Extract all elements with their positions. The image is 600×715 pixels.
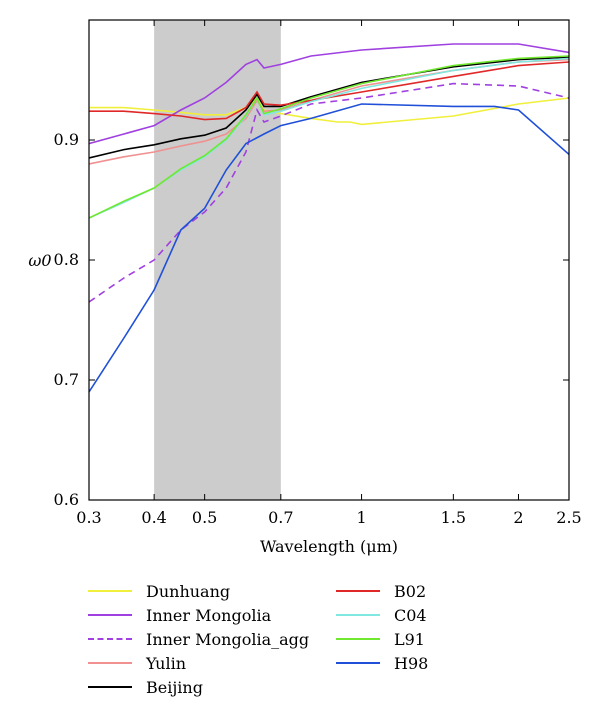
series-line-7 <box>89 55 569 219</box>
legend-label: B02 <box>394 581 427 601</box>
legend-swatch <box>336 662 380 664</box>
legend-item: L91 <box>336 629 425 649</box>
legend-item: Inner Mongolia_agg <box>88 629 309 649</box>
legend-item: Yulin <box>88 653 186 673</box>
legend-swatch <box>88 662 132 664</box>
legend-swatch <box>88 614 132 616</box>
legend-item: Inner Mongolia <box>88 605 271 625</box>
y-tick-label: 0.6 <box>54 490 79 509</box>
legend-swatch <box>88 686 132 688</box>
x-tick-label: 0.3 <box>76 508 101 527</box>
chart: 0.3 0.4 0.5 0.7 1 1.5 2 2.5 0.6 0.7 0.8 0.9 Wavelen… <box>28 19 582 556</box>
series-line-5 <box>89 61 569 121</box>
legend-swatch <box>88 590 132 592</box>
x-tick-label: 1.5 <box>441 508 466 527</box>
legend-swatch <box>336 614 380 616</box>
y-tick-label: 0.9 <box>54 130 79 149</box>
x-tick-label: 2.5 <box>556 508 581 527</box>
legend-swatch <box>88 638 132 640</box>
legend-swatch <box>336 590 380 592</box>
y-tick-label: 0.8 <box>54 250 79 269</box>
legend: Dunhuang Inner Mongolia Inner Mongolia_agg… <box>0 575 600 705</box>
x-axis-label: Wavelength (μm) <box>260 537 398 556</box>
x-tick-label: 0.5 <box>192 508 217 527</box>
x-tick-label: 0.7 <box>268 508 293 527</box>
legend-label: Yulin <box>146 653 187 673</box>
legend-label: L91 <box>394 629 425 649</box>
legend-item: C04 <box>336 605 427 625</box>
x-tick-label: 0.4 <box>141 508 166 527</box>
x-tick-label: 1 <box>356 508 366 527</box>
series-line-1 <box>89 43 569 145</box>
series-line-2 <box>89 82 569 303</box>
legend-swatch <box>336 638 380 640</box>
legend-label: Inner Mongolia <box>146 605 272 625</box>
legend-label: C04 <box>394 605 427 625</box>
legend-item: B02 <box>336 581 426 601</box>
shaded-band <box>154 20 281 500</box>
series-line-8 <box>89 103 569 393</box>
legend-label: H98 <box>394 653 429 673</box>
legend-label: Inner Mongolia_agg <box>146 629 310 649</box>
x-tick-label: 2 <box>513 508 523 527</box>
legend-item: H98 <box>336 653 428 673</box>
legend-item: Beijing <box>88 677 203 697</box>
legend-label: Beijing <box>146 677 203 697</box>
y-tick-label: 0.7 <box>54 370 79 389</box>
legend-item: Dunhuang <box>88 581 230 601</box>
legend-label: Dunhuang <box>146 581 231 601</box>
y-axis-label: ω0 <box>28 251 51 270</box>
